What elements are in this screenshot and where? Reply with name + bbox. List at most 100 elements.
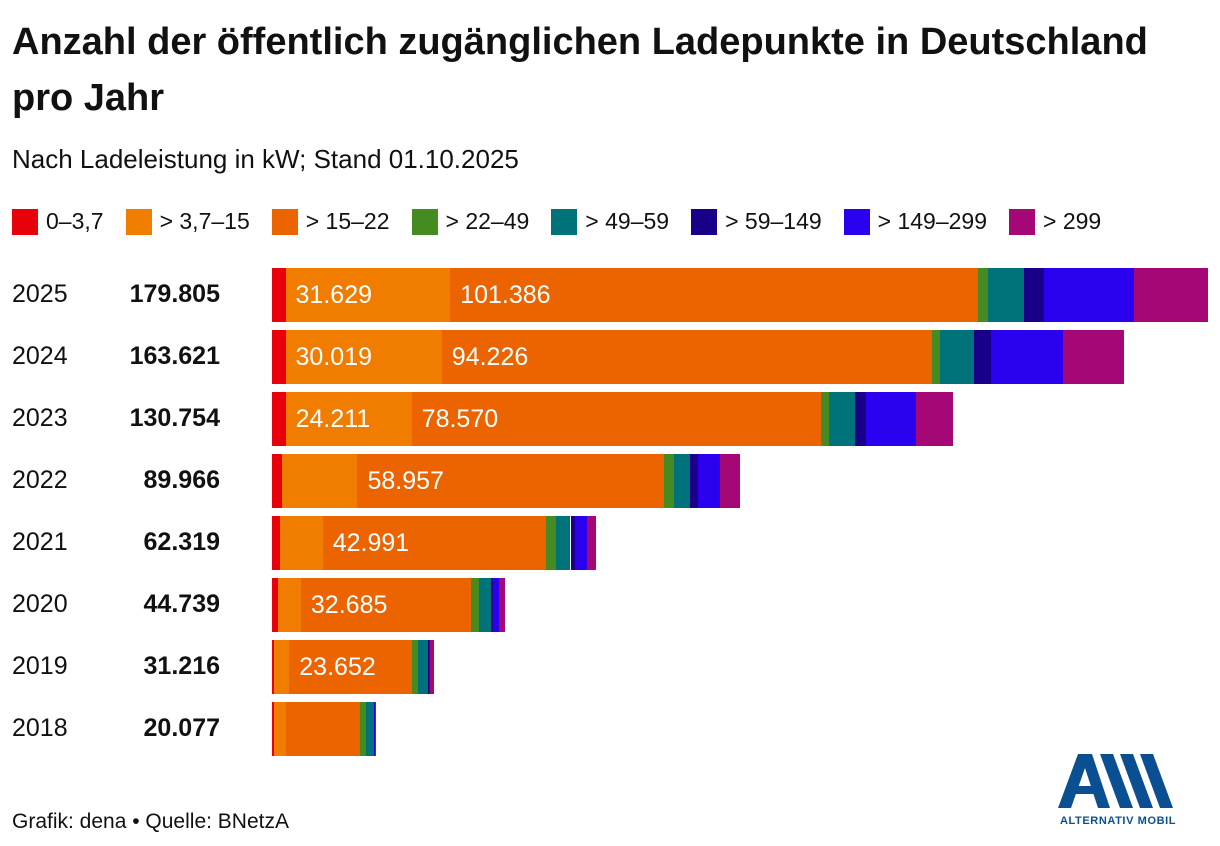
bar-segment [300, 578, 472, 632]
bar-segment [272, 268, 286, 322]
bar-segment [556, 516, 571, 570]
legend-item: > 149–299 [843, 208, 987, 235]
year-label: 2020 [12, 590, 68, 618]
chart-title: Anzahl der öffentlich zugänglichen Ladep… [12, 21, 1148, 119]
bar-segment [272, 392, 286, 446]
bar-segment [286, 702, 360, 756]
total-label: 44.739 [143, 590, 220, 618]
total-label: 130.754 [129, 404, 220, 432]
data-label: 58.957 [367, 467, 444, 495]
legend-swatch [411, 208, 438, 235]
bar-segment [570, 516, 575, 570]
bar-segment [720, 454, 741, 508]
year-label: 2022 [12, 466, 68, 494]
bar-segment [664, 454, 675, 508]
bar-segment [690, 454, 699, 508]
bar-segment [987, 268, 1025, 322]
bar-segment [915, 392, 953, 446]
bar-segment [498, 578, 505, 632]
bar-segment [273, 640, 290, 694]
bar-segment [586, 516, 597, 570]
legend-swatch [1009, 208, 1036, 235]
bar-segment [574, 516, 587, 570]
bar-segment [280, 516, 323, 570]
bar-segment [272, 578, 278, 632]
bar-segment [492, 578, 499, 632]
bar-segment [974, 330, 991, 384]
bar-segment [429, 640, 431, 694]
data-label: 78.570 [421, 405, 499, 433]
bar-segment [282, 454, 358, 508]
legend-swatch [12, 208, 38, 235]
chart-subtitle: Nach Ladeleistung in kW; Stand 01.10.202… [12, 144, 519, 174]
bar-segment [272, 640, 274, 694]
bar-segment [1024, 268, 1045, 322]
legend-item: > 22–49 [411, 208, 530, 235]
year-label: 2023 [12, 404, 68, 432]
total-label: 163.621 [129, 342, 220, 370]
bar-segment [1133, 268, 1208, 322]
year-label: 2024 [12, 342, 68, 370]
bar-segment [272, 454, 282, 508]
data-label: 24.211 [295, 405, 371, 433]
bar-segment [828, 392, 855, 446]
bar-segment [289, 640, 413, 694]
bar-segment [479, 578, 491, 632]
bar-segment [450, 268, 978, 322]
legend-swatch [691, 208, 718, 235]
legend-label: > 3,7–15 [159, 208, 250, 234]
year-label: 2021 [12, 528, 68, 556]
legend-item: > 3,7–15 [125, 208, 250, 235]
legend-label: 0–3,7 [46, 208, 104, 234]
bar-segment [374, 702, 377, 756]
legend-item: > 49–59 [551, 208, 669, 235]
total-label: 179.805 [129, 280, 220, 308]
bar-segment [285, 330, 442, 384]
logo-text: ALTERNATIV MOBIL [1060, 815, 1176, 827]
data-label: 32.685 [310, 591, 388, 619]
bar-segment [272, 516, 280, 570]
legend-swatch [125, 208, 152, 235]
legend-label: > 299 [1043, 208, 1102, 234]
bar-segment [471, 578, 480, 632]
bar-segment [322, 516, 547, 570]
source-footer: Grafik: dena • Quelle: BNetzA [12, 810, 289, 833]
total-label: 31.216 [143, 652, 220, 680]
legend-label: > 59–149 [725, 208, 822, 234]
legend-label: > 49–59 [585, 208, 670, 234]
bar-segment [430, 640, 435, 694]
bar-segment [940, 330, 975, 384]
bar-segment [365, 702, 374, 756]
bar-segment [932, 330, 941, 384]
data-label: 94.226 [451, 343, 529, 371]
bar-segment [357, 454, 665, 508]
bar-segment [854, 392, 866, 446]
legend-swatch [271, 208, 298, 235]
bar-segment [412, 640, 419, 694]
bar-segment [820, 392, 829, 446]
total-label: 62.319 [143, 528, 220, 556]
year-label: 2025 [12, 280, 68, 308]
data-label: 31.629 [295, 281, 372, 309]
data-label: 23.652 [299, 653, 376, 681]
legend-item: > 59–149 [691, 208, 822, 235]
bar-segment [273, 702, 286, 756]
legend-item: > 299 [1009, 208, 1101, 235]
bar-segment [285, 268, 451, 322]
bar-segment [977, 268, 988, 322]
year-label: 2018 [12, 714, 68, 742]
bar-segment [865, 392, 916, 446]
bar-segment [698, 454, 721, 508]
legend-swatch [843, 208, 870, 235]
total-label: 20.077 [143, 714, 220, 742]
alternativ-mobil-logo: ALTERNATIV MOBIL [1058, 752, 1182, 833]
bar-segment [428, 640, 430, 694]
bar-segment [411, 392, 821, 446]
data-label: 42.991 [332, 529, 410, 557]
legend-label: > 22–49 [445, 208, 530, 234]
bar-segment [285, 392, 412, 446]
bar-segment [441, 330, 933, 384]
bar-segment [674, 454, 691, 508]
legend-item: 0–3,7 [12, 208, 104, 235]
bar-segment [1044, 268, 1134, 322]
